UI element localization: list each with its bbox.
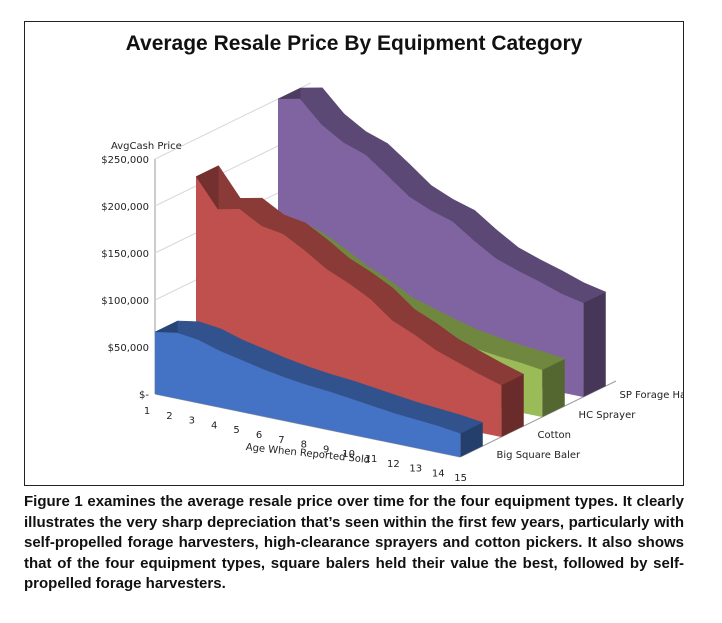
series-end-cap [542, 359, 565, 417]
series-label: Cotton [538, 430, 571, 441]
y-tick-label: $150,000 [101, 249, 149, 260]
chart-frame: Average Resale Price By Equipment Catego… [24, 21, 684, 486]
x-tick-label: 5 [233, 425, 239, 436]
x-tick-label: 2 [166, 411, 172, 422]
x-tick-label: 6 [256, 430, 262, 441]
x-tick-label: 10 [342, 449, 355, 460]
series-area-0 [155, 331, 461, 457]
y-axis-label: AvgCash Price [111, 141, 182, 152]
chart-series [154, 87, 607, 457]
figure-caption: Figure 1 examines the average resale pri… [24, 493, 684, 592]
chart-title: Average Resale Price By Equipment Catego… [125, 32, 583, 55]
series-label: HC Sprayer [579, 410, 637, 421]
x-tick-label: 13 [409, 464, 422, 475]
chart-svg: $- $50,000 $100,000 $150,000 $200,000 $250,00… [101, 82, 683, 484]
series-end-cap [460, 422, 483, 457]
x-axis-label: Age When Reported Sold [245, 442, 370, 466]
x-tick-label: 4 [211, 420, 217, 431]
series-end-cap [501, 374, 524, 437]
x-tick-label: 11 [365, 454, 378, 465]
x-tick-label: 12 [387, 459, 400, 470]
x-tick-label: 9 [323, 444, 329, 455]
y-tick-label: $- [139, 390, 149, 401]
x-tick-label: 15 [454, 473, 467, 484]
series-label: Big Square Baler [497, 450, 581, 461]
y-tick-label: $250,000 [101, 155, 149, 166]
x-tick-label: 8 [301, 440, 307, 451]
x-tick-label: 7 [278, 435, 284, 446]
series-label: SP Forage Harv [620, 390, 683, 401]
series-end-cap [583, 292, 606, 397]
x-tick-label: 1 [144, 406, 150, 417]
y-tick-label: $200,000 [101, 202, 149, 213]
x-tick-label: 14 [432, 468, 445, 479]
x-tick-label: 3 [189, 416, 195, 427]
y-tick-label: $100,000 [101, 296, 149, 307]
y-tick-label: $50,000 [108, 343, 149, 354]
